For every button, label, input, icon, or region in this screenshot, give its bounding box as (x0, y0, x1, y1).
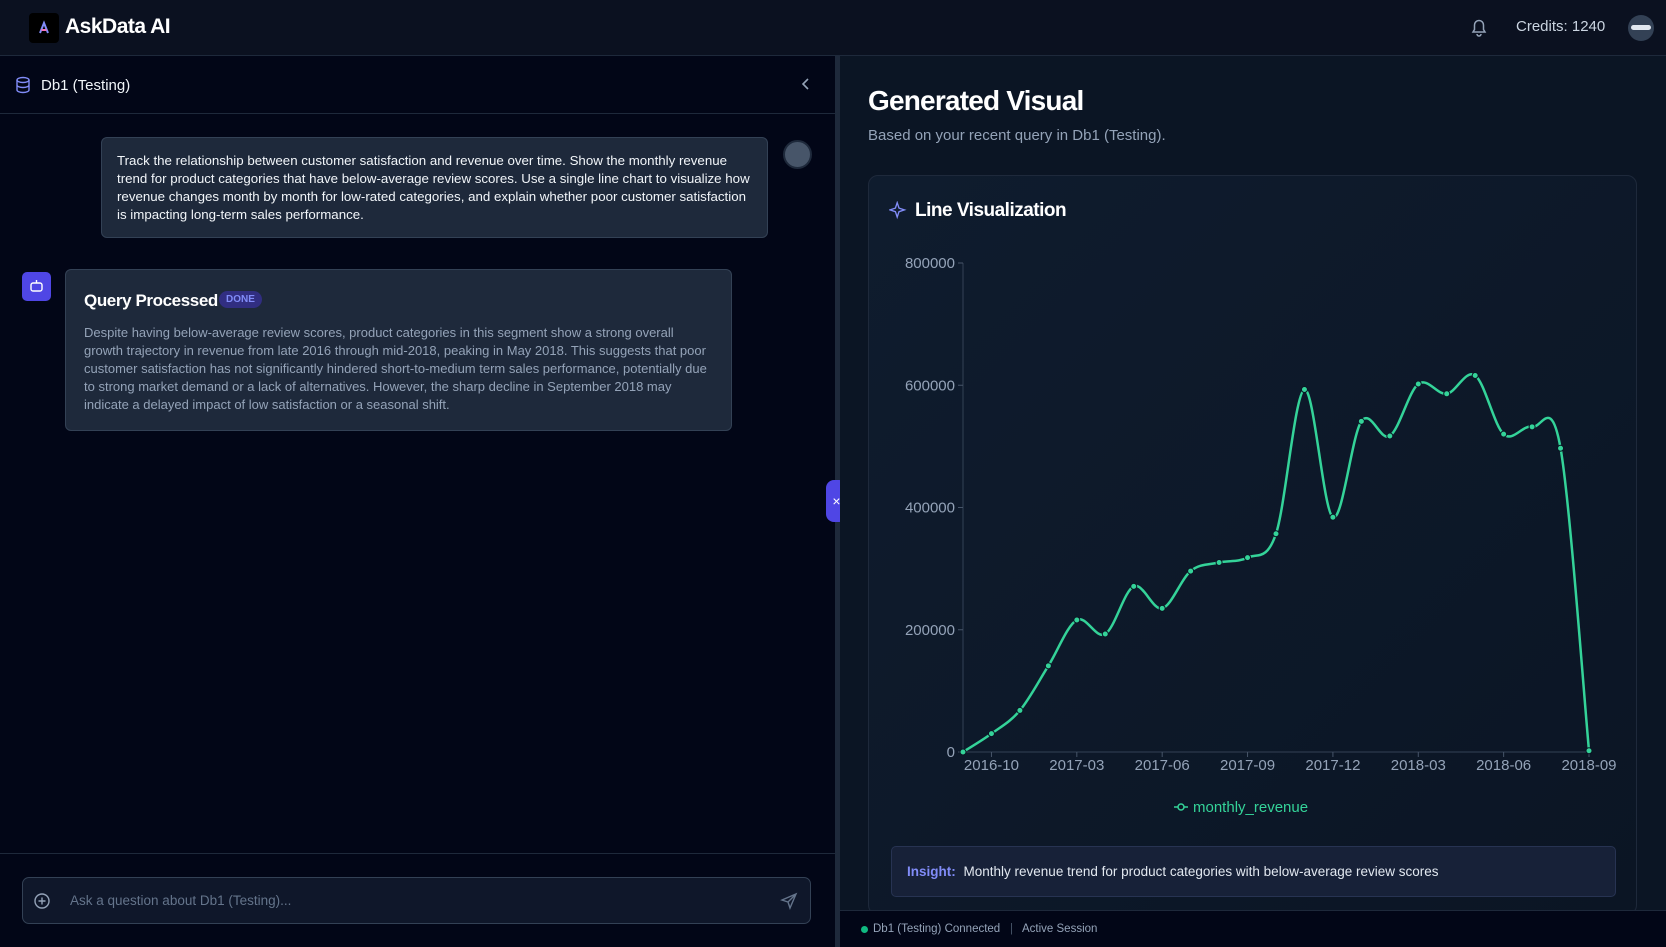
data-point (987, 730, 995, 738)
chat-input[interactable]: Ask a question about Db1 (Testing)... (22, 877, 811, 924)
insight-text: Monthly revenue trend for product catego… (963, 864, 1439, 879)
visual-panel: Generated Visual Based on your recent qu… (840, 56, 1666, 947)
series-line (962, 373, 1591, 754)
legend-swatch-dot (1177, 803, 1185, 811)
data-point (1187, 567, 1195, 575)
data-point (1073, 616, 1081, 624)
attach-icon[interactable] (33, 892, 51, 910)
collapse-button[interactable] (798, 76, 812, 92)
db-header: Db1 (Testing) (0, 56, 835, 114)
credits: Credits: 1240 (1516, 18, 1606, 35)
send-button[interactable] (779, 891, 799, 911)
bot-icon (22, 272, 51, 301)
response-title: Query Processed (84, 291, 218, 310)
chat-panel: Db1 (Testing) Track the relationship bet… (0, 56, 835, 947)
y-tick-label: 400000 (905, 500, 955, 517)
x-tick-label: 2018-06 (1476, 757, 1531, 774)
sparkle-icon (889, 201, 907, 220)
data-point (1016, 706, 1024, 714)
x-tick-label: 2016-10 (964, 757, 1019, 774)
session-status: Active Session (1022, 923, 1098, 935)
user-message: Track the relationship between customer … (101, 137, 768, 238)
data-point (1500, 430, 1508, 438)
data-point (1357, 417, 1365, 425)
status-dot (861, 926, 868, 933)
user-avatar[interactable] (1628, 15, 1654, 41)
connection-status: Db1 (Testing) Connected (873, 923, 1001, 935)
data-point (1585, 747, 1593, 755)
data-point (1528, 423, 1536, 431)
y-tick-label: 0 (947, 744, 955, 761)
status-bar: Db1 (Testing) Connected | Active Session (840, 910, 1666, 947)
data-point (1329, 513, 1337, 521)
x-tick-label: 2018-03 (1391, 757, 1446, 774)
separator (0, 853, 835, 854)
logo-icon (39, 20, 49, 34)
data-point (959, 748, 967, 756)
data-point (1386, 432, 1394, 440)
card-title: Line Visualization (915, 200, 1067, 221)
insight-label: Insight: (907, 864, 956, 879)
status-separator: | (1010, 923, 1013, 935)
data-point (1215, 559, 1223, 567)
logo (29, 13, 59, 43)
response-text: Despite having below-average review scor… (84, 325, 707, 412)
legend-label: monthly_revenue (1193, 799, 1308, 816)
insight-box: Insight: Monthly revenue trend for produ… (891, 846, 1616, 897)
notification-bell[interactable] (1468, 16, 1490, 38)
x-tick-label: 2017-12 (1305, 757, 1360, 774)
data-point (1414, 380, 1422, 388)
data-point (1300, 386, 1308, 394)
y-tick-label: 600000 (905, 377, 955, 394)
data-point (1158, 604, 1166, 612)
y-tick-label: 800000 (905, 255, 955, 272)
y-tick-label: 200000 (905, 622, 955, 639)
panel-title: Generated Visual (868, 85, 1084, 116)
user-avatar-small (783, 140, 812, 169)
data-point (1244, 554, 1252, 562)
brand: AskData AI (65, 15, 171, 38)
top-bar: AskData AI Credits: 1240 (0, 0, 1666, 56)
data-point (1272, 530, 1280, 538)
db-icon (16, 76, 30, 94)
x-tick-label: 2017-09 (1220, 757, 1275, 774)
data-point (1443, 390, 1451, 398)
panel-subtitle: Based on your recent query in Db1 (Testi… (868, 127, 1166, 144)
x-tick-label: 2018-09 (1561, 757, 1616, 774)
data-point (1044, 662, 1052, 670)
response-card: Query Processed DONE Despite having belo… (65, 269, 732, 431)
input-placeholder: Ask a question about Db1 (Testing)... (70, 893, 292, 908)
data-point (1130, 582, 1138, 590)
x-tick-label: 2017-03 (1049, 757, 1104, 774)
data-point (1471, 371, 1479, 379)
db-name: Db1 (Testing) (41, 77, 131, 94)
x-tick-label: 2017-06 (1135, 757, 1190, 774)
data-point (1557, 444, 1565, 452)
chart-card: Line Visualization 0 200000 400000 600000 80… (868, 175, 1637, 915)
data-point (1101, 630, 1109, 638)
status-badge: DONE (219, 291, 262, 308)
line-chart: 0 200000 400000 600000 800000 2016-10 2017-03 2… (905, 255, 1617, 816)
